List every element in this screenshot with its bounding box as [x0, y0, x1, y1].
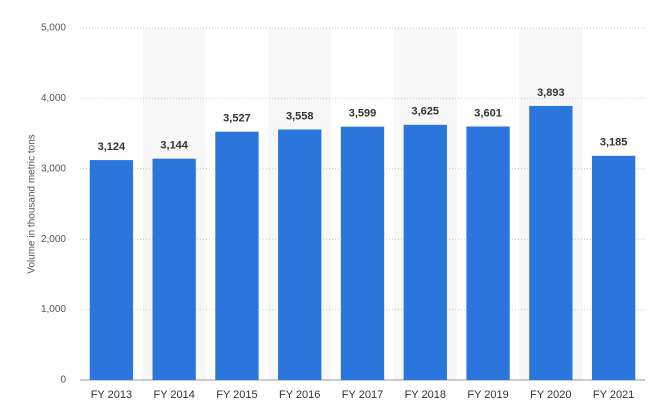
bar [215, 131, 259, 380]
y-tick-label: 0 [60, 375, 66, 386]
y-tick-label: 2,000 [41, 234, 66, 245]
bar [89, 160, 134, 380]
value-label: 3,527 [223, 113, 251, 125]
value-label: 3,124 [98, 141, 126, 153]
value-label: 3,185 [600, 137, 628, 149]
x-tick-label: FY 2016 [279, 389, 320, 401]
y-axis-label: Volume in thousand metric tons [27, 134, 38, 274]
bar [466, 126, 510, 381]
y-tick-label: 4,000 [41, 93, 66, 104]
x-tick-label: FY 2015 [216, 389, 257, 401]
value-label: 3,558 [286, 110, 314, 122]
value-label: 3,625 [412, 106, 440, 118]
value-label: 3,601 [474, 107, 502, 119]
x-tick-label: FY 2013 [91, 389, 132, 401]
bar [152, 158, 196, 380]
x-tick-label: FY 2021 [593, 389, 634, 401]
value-label: 3,599 [349, 108, 377, 120]
value-label: 3,144 [160, 140, 188, 152]
bar [403, 124, 447, 380]
bar [529, 105, 573, 380]
bar [278, 129, 322, 380]
bar [591, 155, 636, 380]
value-label: 3,893 [537, 87, 565, 99]
x-tick-label: FY 2019 [467, 389, 508, 401]
x-tick-label: FY 2017 [342, 389, 383, 401]
y-tick-label: 5,000 [41, 23, 66, 34]
x-tick-label: FY 2014 [153, 389, 194, 401]
x-tick-label: FY 2018 [405, 389, 446, 401]
bar [340, 126, 385, 380]
x-tick-label: FY 2020 [530, 389, 571, 401]
y-tick-label: 3,000 [41, 163, 66, 174]
y-tick-label: 1,000 [41, 304, 66, 315]
